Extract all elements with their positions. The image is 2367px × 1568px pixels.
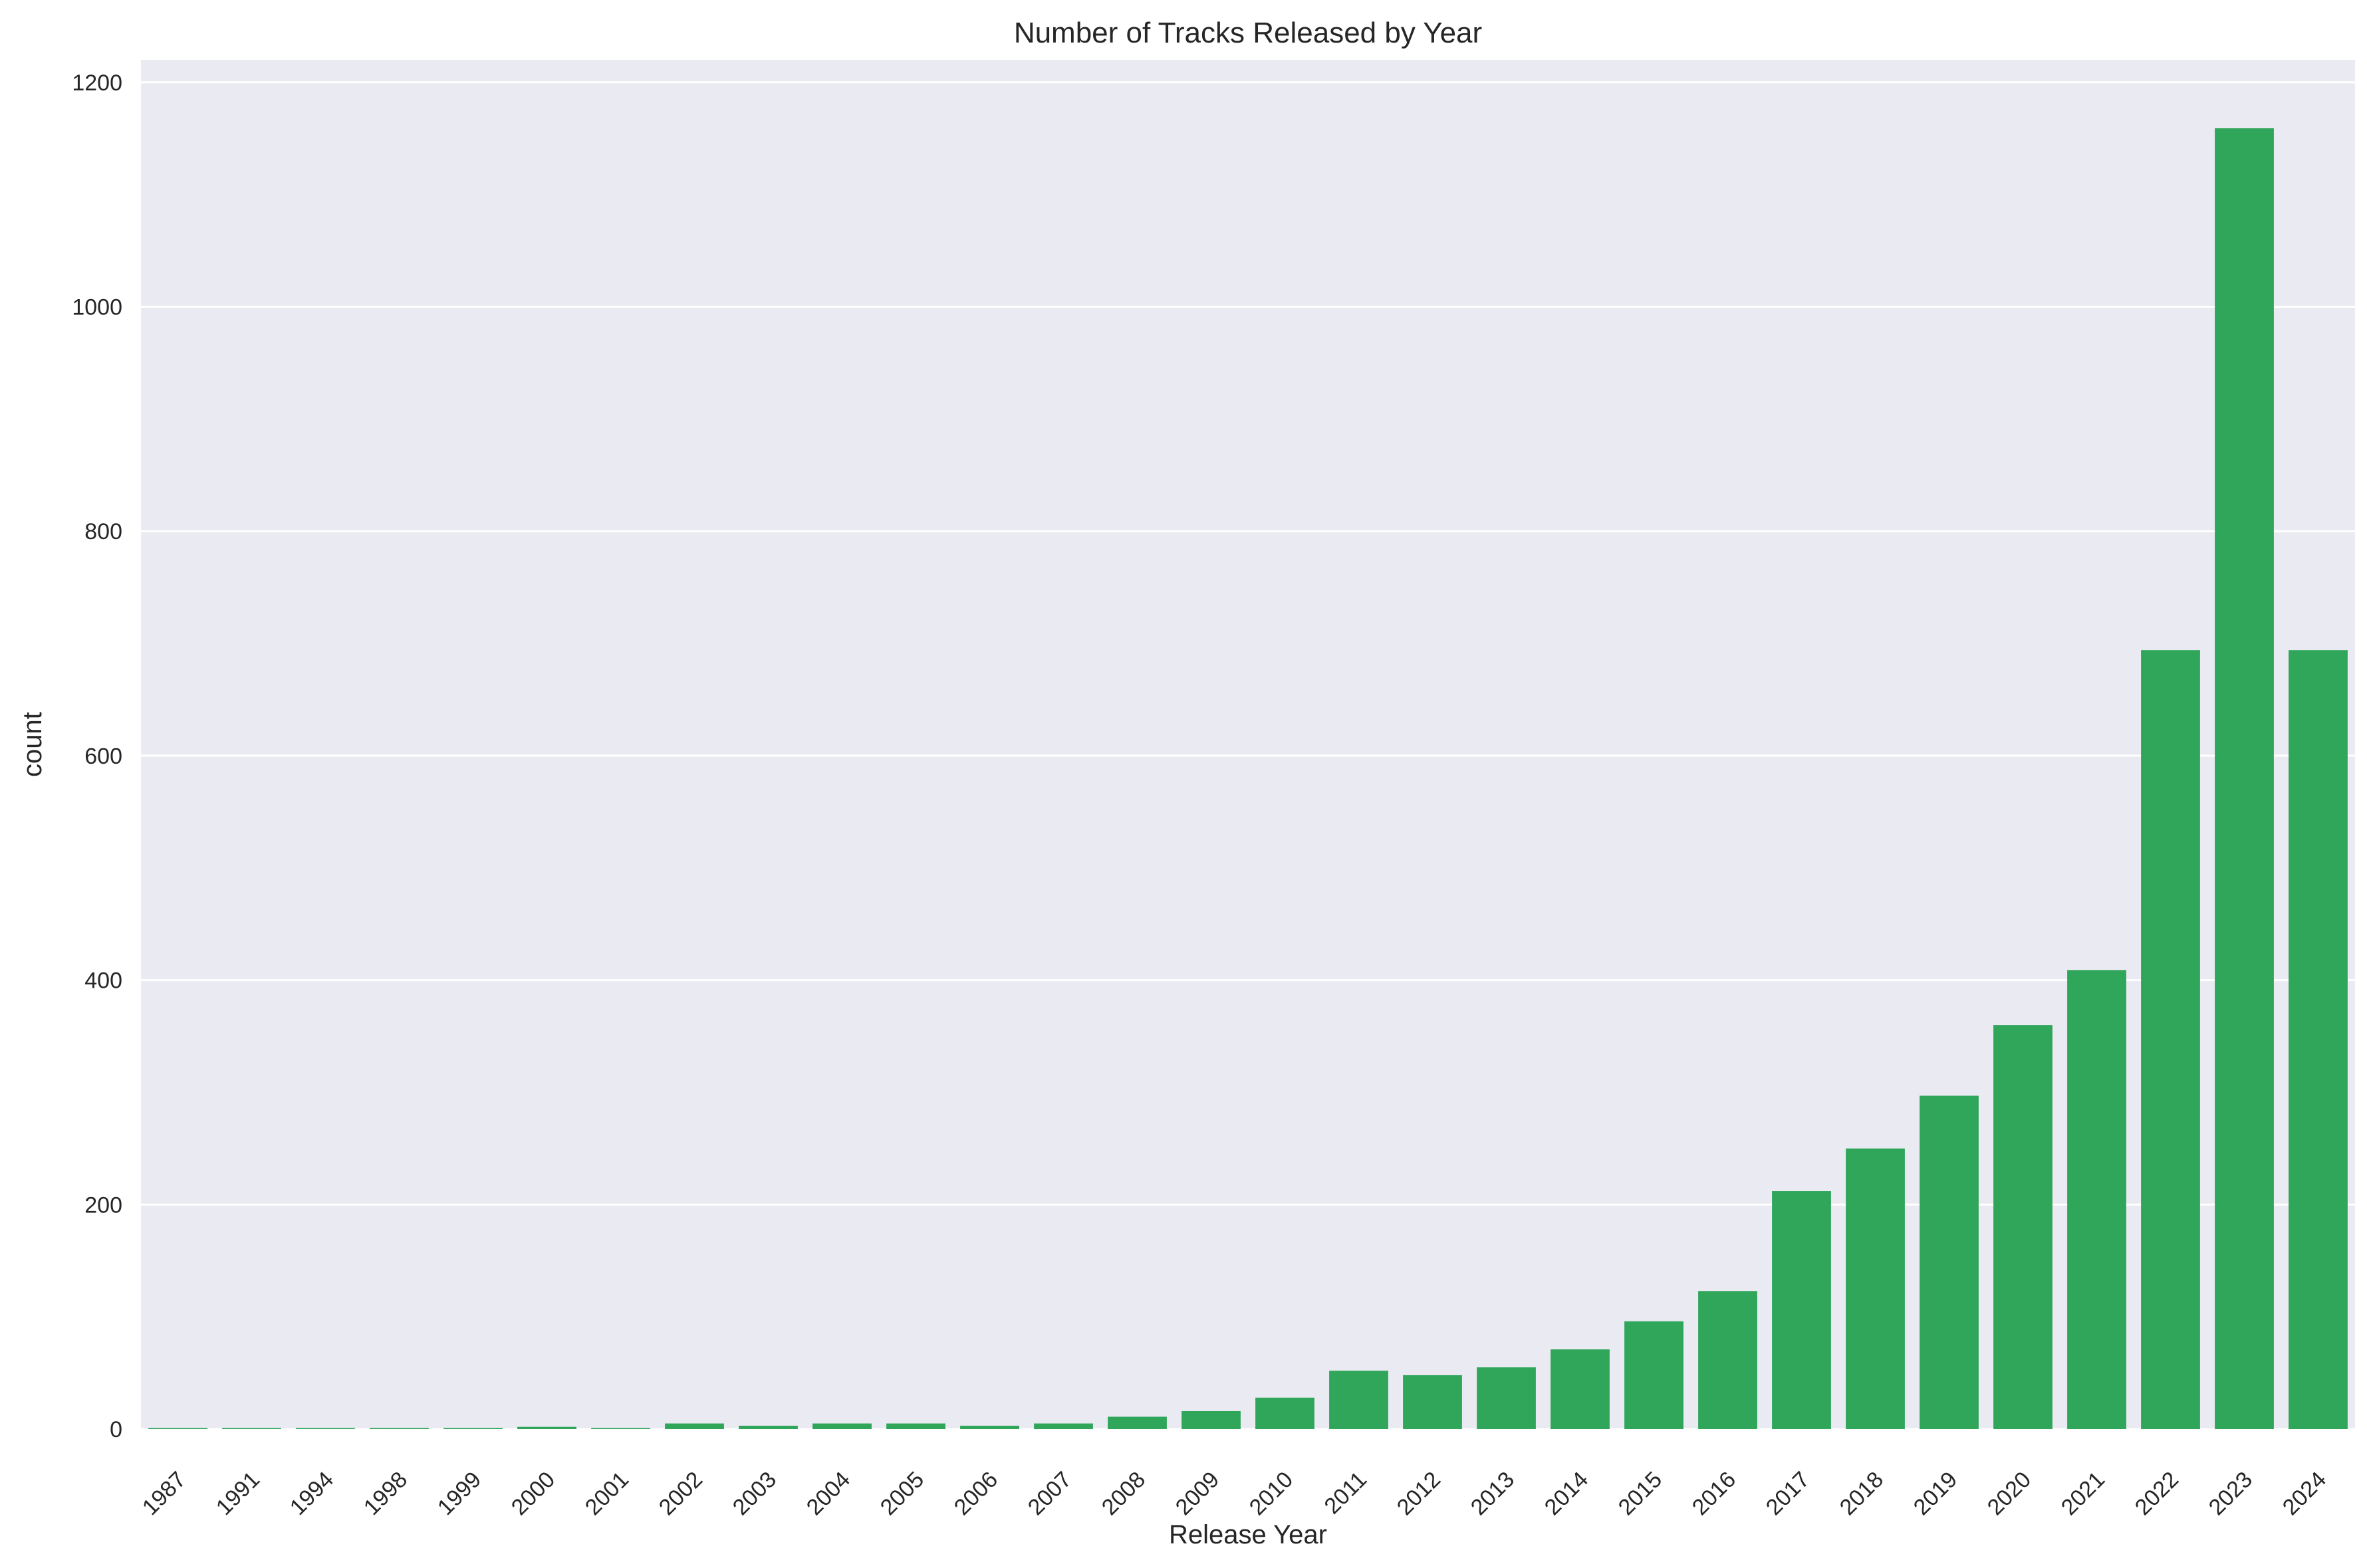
bar-1987 [148, 1428, 207, 1429]
bar-2014 [1551, 1349, 1610, 1429]
bar-2008 [1108, 1416, 1167, 1429]
bar-2007 [1034, 1423, 1093, 1429]
x-tick-label: 1991 [211, 1467, 265, 1520]
bar-2012 [1403, 1375, 1462, 1429]
bar-1991 [222, 1428, 281, 1429]
bar-2018 [1846, 1148, 1905, 1429]
x-tick-label: 1998 [359, 1467, 412, 1520]
bar-2004 [812, 1423, 872, 1429]
bar-2021 [2067, 970, 2126, 1429]
x-tick-label: 2003 [728, 1467, 781, 1520]
x-tick-label: 2008 [1097, 1467, 1150, 1520]
x-tick-label: 2011 [1320, 1467, 1372, 1519]
x-tick-label: 2002 [654, 1467, 707, 1520]
bar-2015 [1624, 1321, 1683, 1429]
x-tick-label: 2005 [876, 1467, 929, 1520]
x-tick-label: 1994 [285, 1467, 338, 1520]
x-tick-label: 2004 [802, 1467, 855, 1520]
x-tick-label: 2001 [580, 1467, 634, 1520]
x-tick-label: 2015 [1614, 1467, 1667, 1520]
bar-2000 [517, 1426, 576, 1429]
bar-2019 [1920, 1095, 1979, 1429]
bar-2010 [1255, 1397, 1314, 1429]
y-tick-label: 0 [110, 1417, 122, 1442]
bar-1999 [443, 1428, 503, 1429]
bar-2023 [2215, 128, 2274, 1429]
y-tick-label: 600 [84, 744, 122, 769]
x-tick-label: 2017 [1761, 1467, 1814, 1520]
x-tick-label: 2009 [1171, 1467, 1224, 1520]
x-tick-label: 2020 [1983, 1467, 2036, 1520]
bar-2011 [1329, 1371, 1388, 1429]
gridlines [141, 81, 2355, 1430]
bar-2002 [665, 1423, 724, 1429]
bar-2009 [1182, 1410, 1241, 1429]
bar-2020 [1993, 1025, 2053, 1429]
y-tick-label: 1200 [72, 70, 122, 96]
bar-2006 [960, 1425, 1019, 1429]
x-tick-labels: 1987 1991 1994 1998 1999 2000 2001 2002 2003 2004… [138, 1467, 2331, 1520]
x-tick-label: 2021 [2056, 1467, 2110, 1520]
x-tick-label: 2007 [1023, 1467, 1076, 1520]
y-tick-labels: 0 200 400 600 800 1000 1200 [72, 70, 122, 1442]
x-tick-label: 2016 [1687, 1467, 1741, 1520]
x-tick-label: 2022 [2130, 1467, 2183, 1520]
bar-2003 [739, 1425, 798, 1429]
x-tick-label: 2018 [1835, 1467, 1888, 1520]
bar-2024 [2289, 650, 2348, 1429]
bar-2005 [886, 1423, 945, 1429]
x-tick-label: 2019 [1909, 1467, 1962, 1520]
x-tick-label: 2012 [1392, 1467, 1445, 1520]
x-tick-label: 2024 [2278, 1467, 2331, 1520]
x-tick-label: 1999 [433, 1467, 486, 1520]
x-tick-label: 2006 [949, 1467, 1003, 1520]
x-tick-label: 2013 [1466, 1467, 1519, 1520]
y-tick-label: 200 [84, 1192, 122, 1218]
x-tick-label: 2023 [2204, 1467, 2257, 1520]
bars [148, 128, 2348, 1429]
y-axis-label: count [18, 712, 47, 777]
x-tick-label: 2014 [1540, 1467, 1593, 1520]
y-tick-label: 400 [84, 968, 122, 994]
bar-1998 [370, 1428, 429, 1429]
bar-2022 [2141, 650, 2200, 1429]
y-tick-label: 1000 [72, 294, 122, 320]
bar-2013 [1477, 1367, 1536, 1429]
bar-2017 [1772, 1191, 1831, 1429]
x-axis-label: Release Year [1169, 1520, 1327, 1549]
x-tick-label: 1987 [138, 1467, 191, 1520]
y-tick-label: 800 [84, 519, 122, 544]
x-tick-label: 2010 [1245, 1467, 1298, 1520]
bar-2016 [1698, 1291, 1757, 1429]
bar-2001 [591, 1428, 650, 1429]
chart-title: Number of Tracks Released by Year [1014, 17, 1482, 49]
x-tick-label: 2000 [507, 1467, 560, 1520]
plot-area [141, 60, 2355, 1429]
bar-1994 [296, 1428, 355, 1429]
